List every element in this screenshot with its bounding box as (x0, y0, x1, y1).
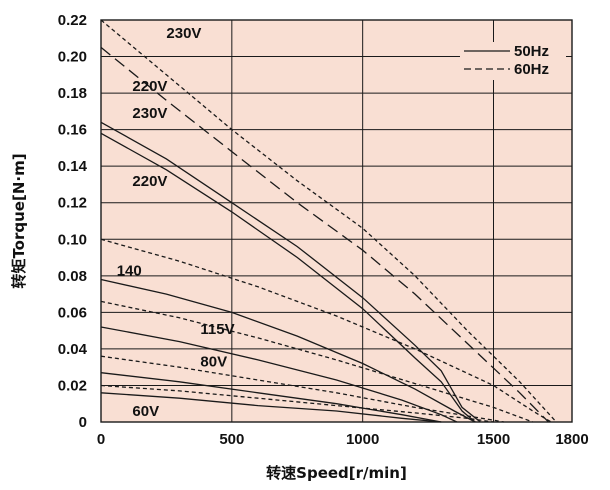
plot-area (101, 20, 572, 422)
x-tick-label-2: 1000 (346, 431, 379, 448)
y-tick-label-4: 0.08 (58, 268, 87, 285)
curve-6 (100, 300, 534, 423)
plot-frame (100, 19, 573, 423)
curve-3 (100, 132, 476, 423)
curve-4 (100, 238, 552, 423)
x-tick-label-3: 1500 (477, 431, 510, 448)
curve-8 (100, 355, 505, 423)
y-tick-label-2: 0.04 (58, 341, 88, 358)
legend-background (460, 42, 566, 80)
x-tick-label-1: 500 (219, 431, 244, 448)
x-tick-label-0: 0 (97, 431, 105, 448)
curve-labels: 230V 220V 230V 220V 140 115V 80V 60V (117, 25, 235, 420)
curve-7 (100, 326, 458, 423)
y-tick-label-1: 0.02 (58, 377, 87, 394)
legend-label-60hz: 60Hz (514, 61, 549, 78)
curve-10 (100, 384, 494, 423)
y-tick-label-9: 0.18 (58, 85, 87, 102)
curve-1 (100, 46, 549, 423)
curve-group (100, 19, 557, 423)
curve-0 (100, 19, 557, 423)
curve-label-6: 80V (200, 354, 227, 371)
curve-label-4: 140 (117, 262, 142, 279)
y-tick-label-6: 0.12 (58, 195, 87, 212)
y-tick-label-11: 0.22 (58, 12, 87, 29)
y-tick-label-7: 0.14 (58, 158, 88, 175)
curve-label-1: 220V (132, 78, 167, 95)
curve-9 (100, 372, 442, 423)
x-tick-labels: 0 500 1000 1500 1800 (97, 431, 589, 448)
y-axis-title: 转矩Torque[N·m] (10, 153, 28, 288)
legend-label-50hz: 50Hz (514, 43, 549, 60)
y-tick-label-8: 0.16 (58, 122, 87, 139)
y-tick-label-5: 0.10 (58, 231, 87, 248)
curve-5 (100, 278, 476, 423)
y-tick-label-3: 0.06 (58, 304, 87, 321)
y-tick-labels: 0 0.02 0.04 0.06 0.08 0.10 0.12 0.14 0.16 0.18 0.2… (58, 12, 88, 431)
axis-frame (100, 19, 573, 423)
curve-label-5: 115V (200, 321, 234, 338)
curve-label-0: 230V (166, 25, 201, 42)
y-tick-label-10: 0.20 (58, 49, 87, 66)
curve-label-3: 220V (132, 173, 167, 190)
curve-label-7: 60V (132, 403, 159, 420)
curve-label-2: 230V (132, 105, 167, 122)
curve-11 (100, 392, 442, 423)
y-tick-label-0: 0 (79, 414, 87, 431)
legend: 50Hz 60Hz (460, 42, 566, 80)
x-axis-title: 转速Speed[r/min] (266, 464, 407, 482)
x-tick-label-4: 1800 (555, 431, 588, 448)
